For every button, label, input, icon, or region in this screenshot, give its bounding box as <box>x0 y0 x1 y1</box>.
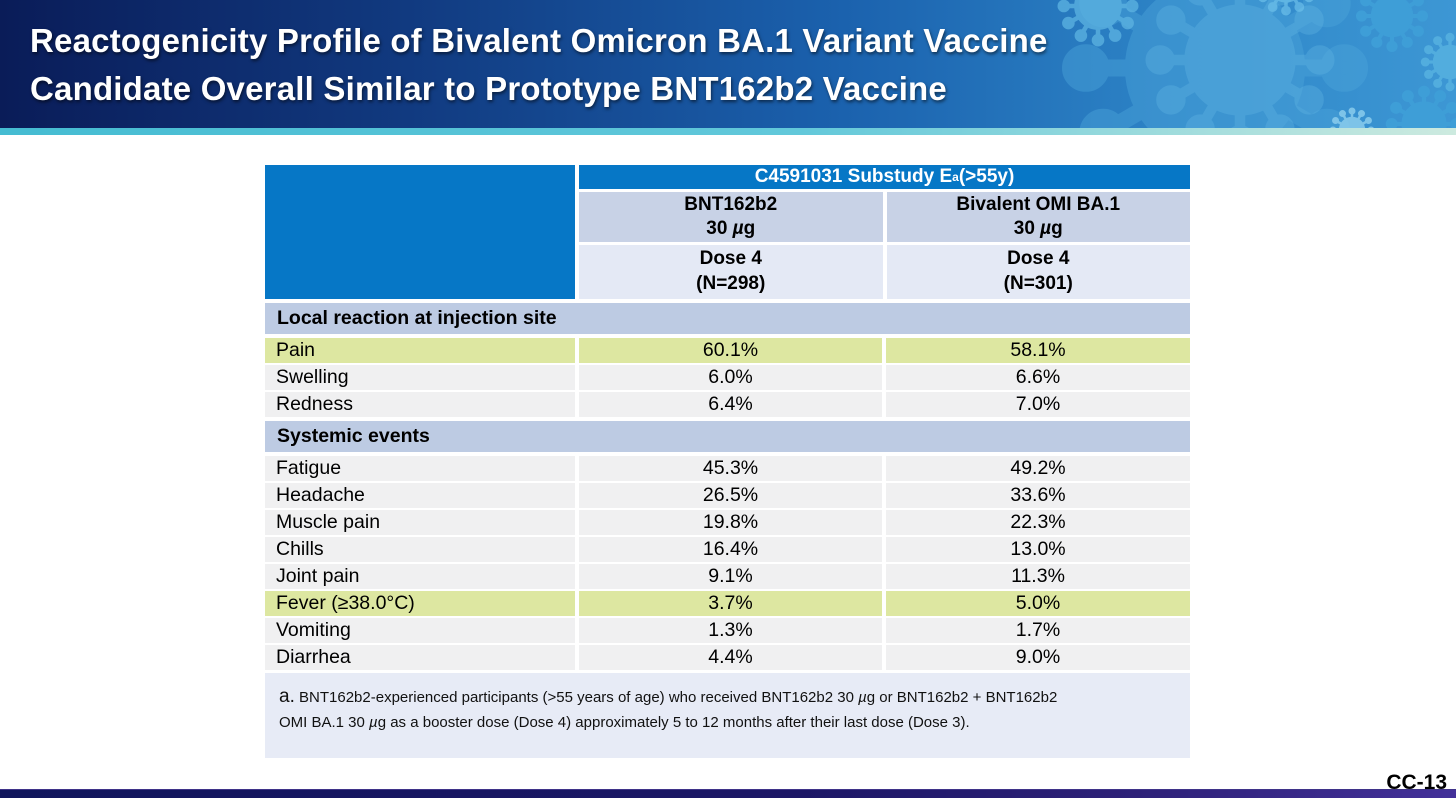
table-corner-cell <box>265 165 575 299</box>
row-label: Fever (≥38.0°C) <box>265 591 575 616</box>
value-bivalent: 58.1% <box>886 338 1190 363</box>
row-label: Muscle pain <box>265 510 575 535</box>
slide-title-line1: Reactogenicity Profile of Bivalent Omicr… <box>30 22 1048 59</box>
dose-n-row: Dose 4 (N=298) Dose 4 (N=301) <box>579 245 1190 299</box>
value-bnt162b2: 45.3% <box>579 456 882 481</box>
value-bnt162b2: 6.0% <box>579 365 882 390</box>
value-bivalent: 1.7% <box>886 618 1190 643</box>
slide-title-line2: Candidate Overall Similar to Prototype B… <box>30 69 947 107</box>
column-header-bivalent: Bivalent OMI BA.1 30 µg <box>886 192 1190 242</box>
footnote-line2: OMI BA.1 30 µg as a booster dose (Dose 4… <box>279 714 970 732</box>
section-header-systemic-events: Systemic events <box>265 421 1190 452</box>
table-row-headache: Headache 26.5% 33.6% <box>265 483 1190 508</box>
row-label: Vomiting <box>265 618 575 643</box>
row-label: Redness <box>265 392 575 417</box>
sample-size: (N=298) <box>696 273 766 294</box>
table-row-muscle-pain: Muscle pain 19.8% 22.3% <box>265 510 1190 535</box>
value-bivalent: 11.3% <box>886 564 1190 589</box>
table-row-joint-pain: Joint pain 9.1% 11.3% <box>265 564 1190 589</box>
dose-cell-bivalent: Dose 4 (N=301) <box>886 245 1190 299</box>
vaccine-name-row: BNT162b2 30 µg Bivalent OMI BA.1 30 µg <box>579 192 1190 242</box>
row-label: Joint pain <box>265 564 575 589</box>
table-row-swelling: Swelling 6.0% 6.6% <box>265 365 1190 390</box>
value-bivalent: 9.0% <box>886 645 1190 670</box>
value-bnt162b2: 60.1% <box>579 338 882 363</box>
dose-number: Dose 4 <box>1007 248 1070 270</box>
value-bivalent: 22.3% <box>886 510 1190 535</box>
table-row-vomiting: Vomiting 1.3% 1.7% <box>265 618 1190 643</box>
dose-number: Dose 4 <box>699 248 762 270</box>
value-bnt162b2: 26.5% <box>579 483 882 508</box>
value-bnt162b2: 4.4% <box>579 645 882 670</box>
value-bivalent: 33.6% <box>886 483 1190 508</box>
bottom-bar <box>0 789 1456 798</box>
table-row-pain: Pain 60.1% 58.1% <box>265 338 1190 363</box>
slide-header-banner: Reactogenicity Profile of Bivalent Omicr… <box>0 0 1456 128</box>
sample-size: (N=301) <box>1003 273 1073 294</box>
header-underline <box>0 128 1456 135</box>
product-dose: 30 µg <box>1013 218 1063 239</box>
row-label: Diarrhea <box>265 645 575 670</box>
value-bnt162b2: 19.8% <box>579 510 882 535</box>
study-header-age: (>55y) <box>958 166 1015 187</box>
product-name: BNT162b2 <box>684 193 778 215</box>
dose-cell-bnt162b2: Dose 4 (N=298) <box>579 245 883 299</box>
value-bnt162b2: 16.4% <box>579 537 882 562</box>
column-header-bnt162b2: BNT162b2 30 µg <box>579 192 883 242</box>
table-row-fatigue: Fatigue 45.3% 49.2% <box>265 456 1190 481</box>
footnote-marker: a. <box>279 686 295 707</box>
value-bivalent: 5.0% <box>886 591 1190 616</box>
table-row-chills: Chills 16.4% 13.0% <box>265 537 1190 562</box>
row-label: Swelling <box>265 365 575 390</box>
row-label: Headache <box>265 483 575 508</box>
product-dose: 30 µg <box>706 218 756 239</box>
value-bivalent: 6.6% <box>886 365 1190 390</box>
table-footnote: a. BNT162b2-experienced participants (>5… <box>265 673 1190 758</box>
row-label: Fatigue <box>265 456 575 481</box>
table-row-fever: Fever (≥38.0°C) 3.7% 5.0% <box>265 591 1190 616</box>
table-row-diarrhea: Diarrhea 4.4% 9.0% <box>265 645 1190 670</box>
table-row-redness: Redness 6.4% 7.0% <box>265 392 1190 417</box>
study-header-text: C4591031 Substudy E <box>754 166 953 187</box>
slide-title: Reactogenicity Profile of Bivalent Omicr… <box>30 17 1048 112</box>
slide-code: CC-13 <box>1386 771 1447 794</box>
product-name: Bivalent OMI BA.1 <box>956 193 1121 215</box>
value-bnt162b2: 3.7% <box>579 591 882 616</box>
value-bivalent: 49.2% <box>886 456 1190 481</box>
value-bivalent: 13.0% <box>886 537 1190 562</box>
value-bnt162b2: 6.4% <box>579 392 882 417</box>
footnote-line1: a. BNT162b2-experienced participants (>5… <box>279 686 1058 707</box>
row-label: Pain <box>265 338 575 363</box>
value-bivalent: 7.0% <box>886 392 1190 417</box>
value-bnt162b2: 1.3% <box>579 618 882 643</box>
value-bnt162b2: 9.1% <box>579 564 882 589</box>
section-header-local-reactions: Local reaction at injection site <box>265 303 1190 334</box>
row-label: Chills <box>265 537 575 562</box>
